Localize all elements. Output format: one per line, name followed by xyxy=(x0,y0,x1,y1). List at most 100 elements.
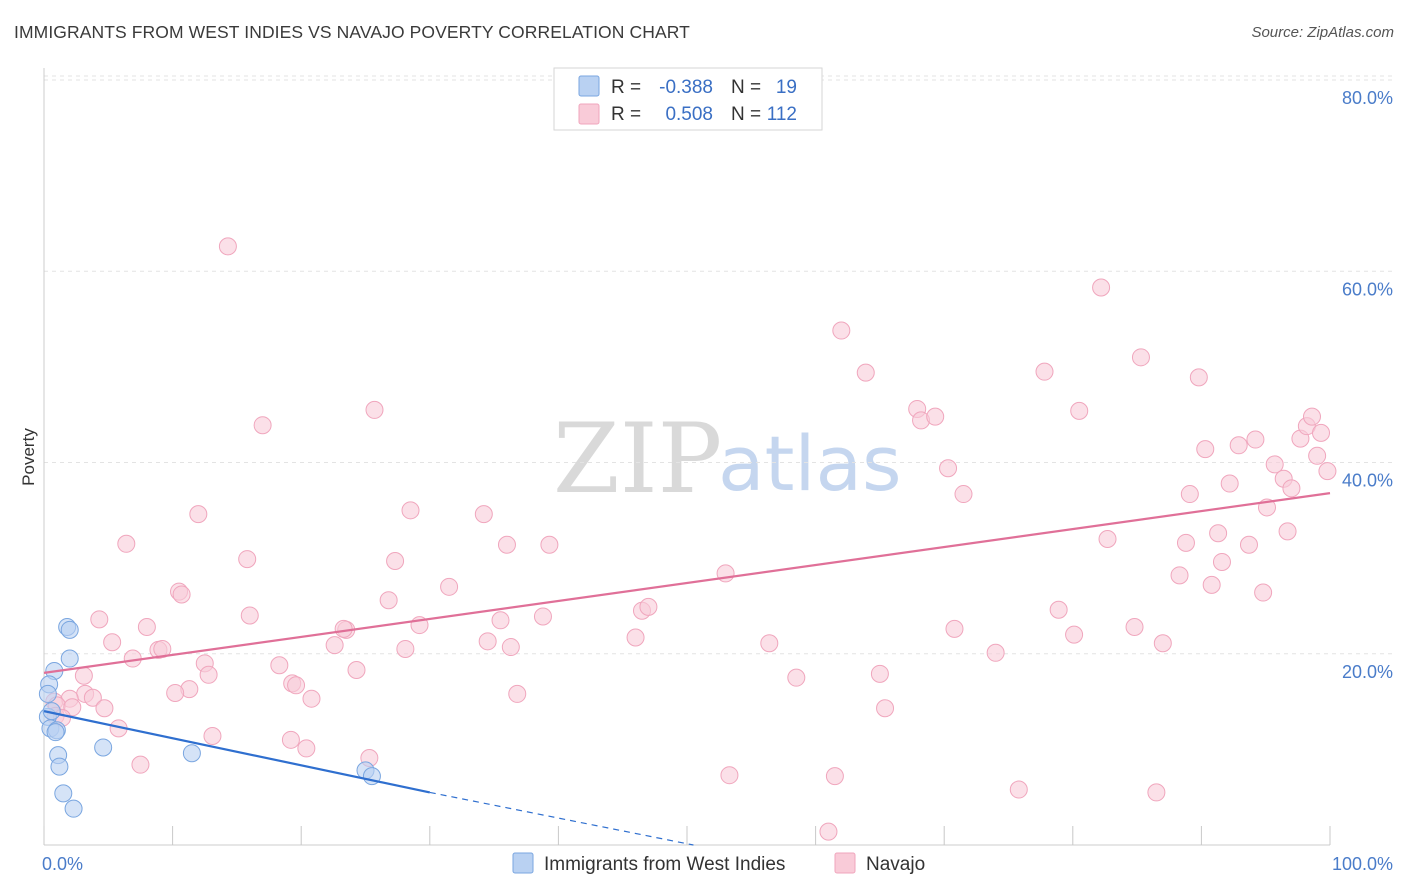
point-navajo xyxy=(1212,552,1231,571)
y-tick-label: 40.0% xyxy=(1342,471,1393,491)
stats-legend: R = -0.388 N = 19 R = 0.508 N = 112 xyxy=(553,67,823,131)
point-navajo xyxy=(1125,617,1144,636)
point-navajo xyxy=(347,661,366,680)
point-navajo xyxy=(281,730,300,749)
y-tick-label: 80.0% xyxy=(1342,88,1393,108)
stats-n-label: N = xyxy=(731,77,761,98)
point-navajo xyxy=(1065,625,1084,644)
point-navajo xyxy=(639,597,658,616)
point-navajo xyxy=(90,610,109,629)
trend-line-west-indies xyxy=(43,710,431,794)
point-navajo xyxy=(74,666,93,685)
point-navajo xyxy=(189,505,208,524)
stats-swatch-west-indies xyxy=(578,75,600,97)
point-navajo xyxy=(396,639,415,658)
y-tick-label: 20.0% xyxy=(1342,662,1393,682)
stats-r-value: -0.388 xyxy=(659,77,713,98)
point-navajo xyxy=(1035,362,1054,381)
point-navajo xyxy=(270,656,289,675)
point-navajo xyxy=(365,400,384,419)
point-navajo xyxy=(491,611,510,630)
stats-r-label: R = xyxy=(611,104,641,125)
point-navajo xyxy=(474,505,493,524)
point-navajo xyxy=(1170,566,1189,585)
point-west-indies xyxy=(50,757,69,776)
legend-swatch-west-indies xyxy=(512,852,534,874)
point-navajo xyxy=(1282,479,1301,498)
point-navajo xyxy=(240,606,259,625)
grid: 20.0% 40.0% 60.0% 80.0% xyxy=(44,75,1393,682)
y-axis-label: Poverty xyxy=(19,428,38,486)
point-navajo xyxy=(626,628,645,647)
stats-n-value: 19 xyxy=(776,77,797,98)
source-label: Source: ZipAtlas.com xyxy=(1251,24,1394,41)
trend-line-west-indies-extension xyxy=(429,791,694,846)
x-tick-label: 0.0% xyxy=(42,854,83,874)
point-west-indies xyxy=(38,684,57,703)
point-navajo xyxy=(1147,783,1166,802)
point-navajo xyxy=(1098,530,1117,548)
point-navajo xyxy=(401,501,420,520)
point-navajo xyxy=(1318,462,1337,481)
point-navajo xyxy=(954,485,973,504)
data-points xyxy=(38,237,1337,841)
point-west-indies xyxy=(42,702,61,721)
point-navajo xyxy=(720,766,739,785)
point-navajo xyxy=(1278,522,1297,541)
point-navajo xyxy=(287,676,306,695)
point-navajo xyxy=(1239,535,1258,554)
point-navajo xyxy=(137,617,156,636)
point-navajo xyxy=(1153,634,1172,653)
point-navajo xyxy=(172,585,191,604)
point-navajo xyxy=(1131,348,1150,367)
point-navajo xyxy=(131,755,150,774)
point-navajo xyxy=(1302,407,1321,426)
watermark: ZIP atlas xyxy=(553,403,902,515)
point-west-indies xyxy=(54,784,73,803)
point-navajo xyxy=(1254,583,1273,602)
point-navajo xyxy=(1049,600,1068,619)
point-navajo xyxy=(478,632,497,651)
point-navajo xyxy=(856,363,875,382)
point-navajo xyxy=(1189,368,1208,387)
point-navajo xyxy=(508,684,527,703)
point-navajo xyxy=(1196,440,1215,459)
chart-title: IMMIGRANTS FROM WEST INDIES VS NAVAJO PO… xyxy=(14,22,690,42)
axes: 0.0% 100.0% xyxy=(42,68,1393,874)
x-tick-label: 100.0% xyxy=(1332,854,1393,874)
point-navajo xyxy=(1265,455,1284,474)
point-navajo xyxy=(1229,436,1248,455)
legend-label-west-indies: Immigrants from West Indies xyxy=(544,854,785,875)
point-navajo xyxy=(926,407,945,426)
point-west-indies xyxy=(64,799,83,818)
point-navajo xyxy=(760,634,779,653)
point-navajo xyxy=(203,726,222,745)
point-navajo xyxy=(297,739,316,758)
point-navajo xyxy=(1308,446,1327,465)
point-navajo xyxy=(501,638,520,657)
point-navajo xyxy=(379,591,398,610)
point-navajo xyxy=(199,665,218,684)
watermark-zip: ZIP xyxy=(553,403,722,515)
point-navajo xyxy=(819,822,838,841)
point-navajo xyxy=(166,683,185,702)
point-navajo xyxy=(153,639,172,658)
point-navajo xyxy=(117,534,136,553)
stats-swatch-navajo xyxy=(578,103,600,125)
stats-r-label: R = xyxy=(611,77,641,98)
point-navajo xyxy=(533,607,552,626)
trend-line-navajo xyxy=(43,492,1331,674)
stats-n-label: N = xyxy=(731,104,761,125)
point-navajo xyxy=(95,699,114,718)
point-navajo xyxy=(325,636,344,655)
point-west-indies xyxy=(60,649,79,668)
point-navajo xyxy=(876,699,895,718)
series-legend: Immigrants from West Indies Navajo xyxy=(512,852,925,875)
point-navajo xyxy=(1209,524,1228,543)
point-west-indies xyxy=(182,744,201,763)
point-navajo xyxy=(540,535,559,554)
watermark-atlas: atlas xyxy=(718,419,902,508)
point-navajo xyxy=(1311,423,1330,442)
point-navajo xyxy=(83,688,102,707)
